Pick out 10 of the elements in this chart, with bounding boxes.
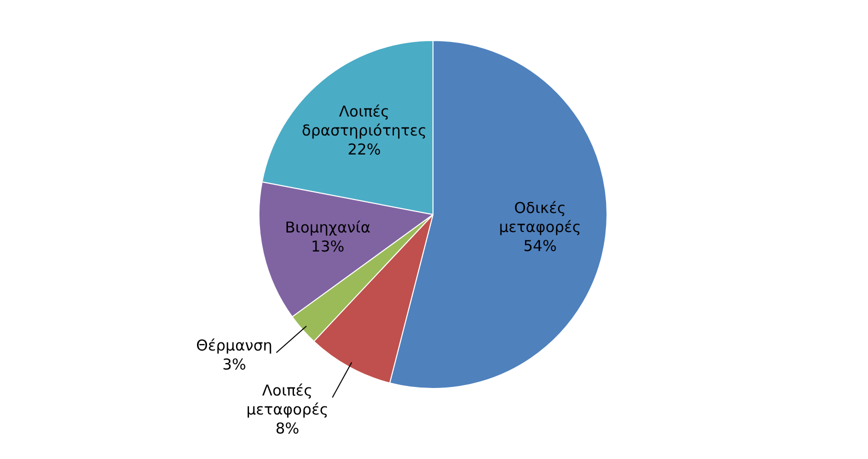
slice-label: Θέρμανση (196, 336, 272, 354)
data-label: 54% (523, 236, 557, 255)
slice-label: Βιομηχανία (284, 218, 371, 236)
slice-label: Λοιπές δραστηριότητες (302, 102, 427, 140)
slice-label: Λοιπές μεταφορές (246, 381, 328, 418)
data-label: 3% (222, 355, 246, 374)
data-label: 13% (311, 237, 344, 256)
data-label: 22% (348, 140, 381, 158)
data-label: 8% (275, 419, 300, 438)
slice-label: Οδικές μεταφορές (498, 198, 582, 236)
